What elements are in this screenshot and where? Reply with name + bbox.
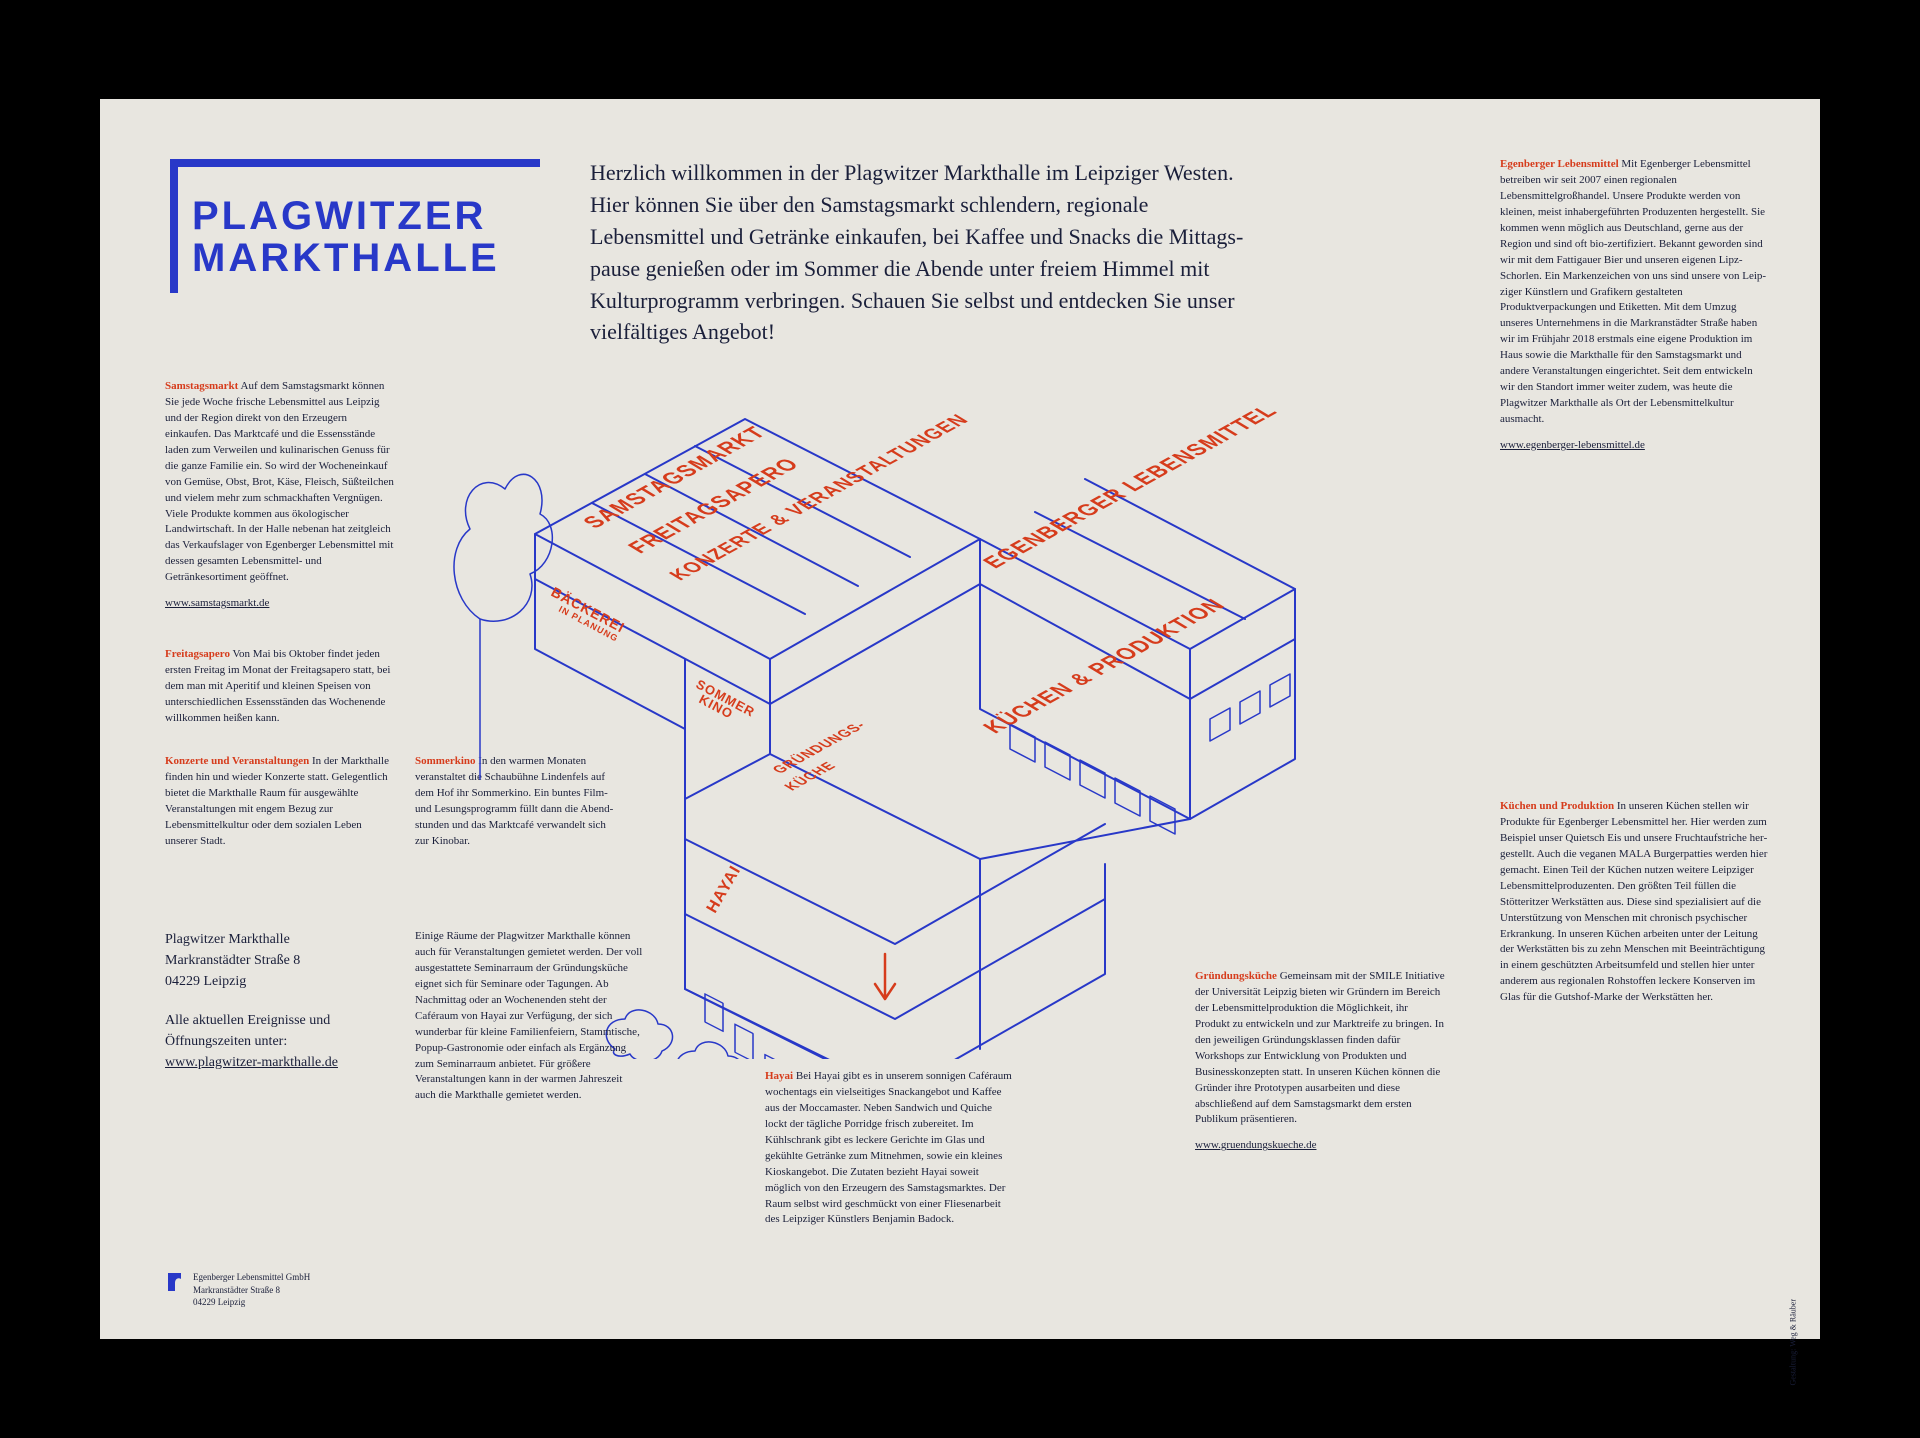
kuechen-block: Küchen und Produktion In unseren Küchen … bbox=[1500, 799, 1770, 1006]
footer-line1: Egenberger Lebensmittel GmbH bbox=[193, 1271, 310, 1284]
samstagsmarkt-block: Samstagsmarkt Auf dem Samstagsmarkt könn… bbox=[165, 379, 395, 612]
address-line5: Öffnungszeiten unter: bbox=[165, 1031, 385, 1052]
freitagsapero-block: Freitagsapero Von Mai bis Oktober findet… bbox=[165, 647, 395, 727]
address-line3: 04229 Leipzig bbox=[165, 971, 385, 992]
samstagsmarkt-title: Samstagsmarkt bbox=[165, 380, 238, 392]
rooms-block: Einige Räume der Plagwitzer Markthalle k… bbox=[415, 929, 645, 1104]
poster: PLAGWITZER MARKTHALLE Herzlich willkomme… bbox=[100, 99, 1820, 1339]
footer-line2: Markranstädter Straße 8 bbox=[193, 1284, 310, 1297]
gruendungskueche-body: Gemeinsam mit der SMILE Initiative der U… bbox=[1195, 970, 1445, 1125]
logo-line2: MARKTHALLE bbox=[192, 237, 520, 279]
hayai-block: Hayai Bei Hayai gibt es in unserem sonni… bbox=[765, 1069, 1015, 1228]
address-line4: Alle aktuellen Ereignisse und bbox=[165, 1010, 385, 1031]
egenberger-block: Egenberger Lebensmittel Mit Egenberger L… bbox=[1500, 157, 1770, 454]
roof-label-freitagsapero: FREITAGSAPERO bbox=[622, 454, 806, 557]
konzerte-block: Konzerte und Veranstaltungen In der Mark… bbox=[165, 754, 395, 850]
roof-label-hayai: HAYAI bbox=[704, 863, 745, 916]
konzerte-title: Konzerte und Veranstaltungen bbox=[165, 755, 309, 767]
gruendungskueche-link[interactable]: www.gruendungskueche.de bbox=[1195, 1138, 1445, 1154]
egenberger-title: Egenberger Lebensmittel bbox=[1500, 158, 1619, 170]
kuechen-body: In unseren Küchen stellen wir Produkte f… bbox=[1500, 800, 1767, 1003]
freitagsapero-title: Freitagsapero bbox=[165, 648, 230, 660]
company-logo-icon bbox=[165, 1271, 185, 1295]
address-block: Plagwitzer Markthalle Markranstädter Str… bbox=[165, 929, 385, 1073]
logo-box: PLAGWITZER MARKTHALLE bbox=[170, 159, 540, 293]
logo-line1: PLAGWITZER bbox=[192, 195, 520, 237]
address-link[interactable]: www.plagwitzer-markthalle.de bbox=[165, 1052, 385, 1073]
egenberger-link[interactable]: www.egenberger-lebensmittel.de bbox=[1500, 438, 1770, 454]
rooms-body: Einige Räume der Plagwitzer Markthalle k… bbox=[415, 930, 642, 1101]
address-line2: Markranstädter Straße 8 bbox=[165, 950, 385, 971]
egenberger-body: Mit Egenberger Lebensmittel betreiben wi… bbox=[1500, 158, 1766, 425]
samstagsmarkt-body: Auf dem Samstagsmarkt können Sie jede Wo… bbox=[165, 380, 394, 583]
roof-label-kuechen: KÜCHEN & PRODUKTION bbox=[977, 595, 1231, 737]
konzerte-body: In der Markt­halle finden hin und wieder… bbox=[165, 755, 389, 847]
hayai-body: Bei Hayai gibt es in unserem sonnigen Ca… bbox=[765, 1070, 1012, 1225]
gruendungskueche-title: Gründungsküche bbox=[1195, 970, 1277, 982]
samstagsmarkt-link[interactable]: www.samstagsmarkt.de bbox=[165, 596, 395, 612]
gruendungskueche-block: Gründungsküche Gemeinsam mit der SMILE I… bbox=[1195, 969, 1445, 1154]
roof-label-egenberger: EGENBERGER LEBENSMITTEL bbox=[977, 401, 1283, 572]
design-credit: Gestaltung: Weg & Räuber bbox=[1789, 1299, 1798, 1386]
intro-text: Herzlich willkommen in der Plagwitzer Ma… bbox=[590, 157, 1260, 348]
footer-line3: 04229 Leipzig bbox=[193, 1296, 310, 1309]
hayai-title: Hayai bbox=[765, 1070, 793, 1082]
kuechen-title: Küchen und Produktion bbox=[1500, 800, 1614, 812]
footer-logo: Egenberger Lebensmittel GmbH Markranstäd… bbox=[165, 1271, 310, 1309]
address-line1: Plagwitzer Markthalle bbox=[165, 929, 385, 950]
